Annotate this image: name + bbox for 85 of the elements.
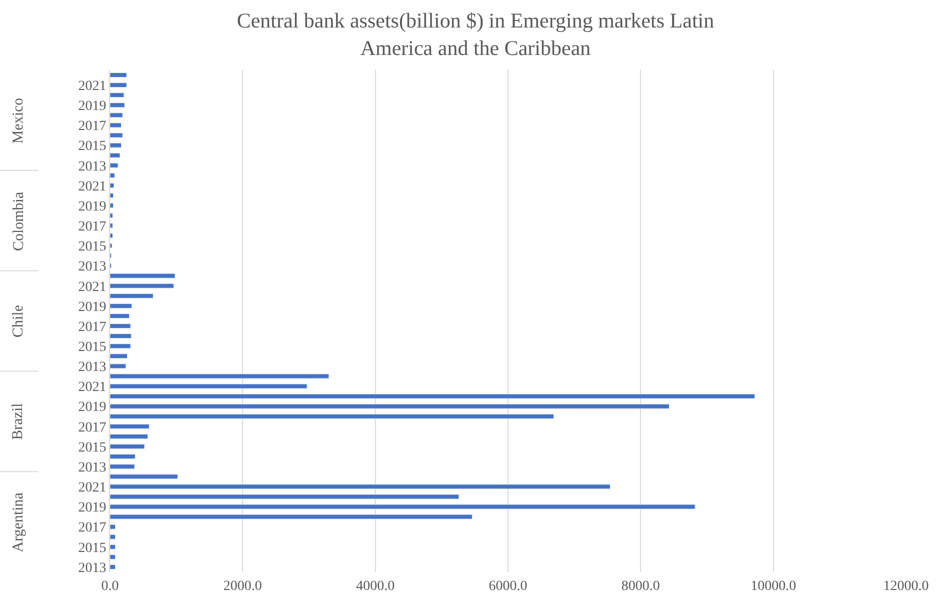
y-tick-label: 2019 — [78, 400, 106, 416]
x-tick-label: 2000.0 — [223, 578, 262, 594]
bar — [110, 192, 114, 198]
bar — [110, 102, 125, 108]
bar — [110, 324, 131, 329]
bar — [110, 172, 115, 178]
x-tick-label: 6000.0 — [488, 578, 528, 594]
bar — [110, 344, 131, 349]
y-tick-label: 2017 — [78, 320, 106, 335]
bar — [110, 122, 122, 128]
bar — [110, 564, 116, 570]
bar — [110, 82, 127, 88]
y-tick-label: 2021 — [78, 480, 106, 496]
bar — [110, 273, 176, 278]
bar — [110, 213, 113, 218]
bar — [110, 303, 132, 308]
bar — [110, 182, 114, 188]
bar — [110, 404, 670, 409]
bar — [110, 414, 554, 419]
bar — [110, 534, 116, 540]
text: Mexico — [10, 98, 26, 144]
y-tick-label: 2015 — [78, 139, 106, 154]
bar — [110, 504, 696, 510]
bar — [110, 374, 330, 379]
y-tick-label: 2017 — [78, 420, 106, 436]
bar — [110, 474, 178, 480]
bar — [110, 484, 610, 490]
y-tick-label: 2013 — [78, 560, 106, 576]
bar — [110, 364, 126, 369]
bar — [110, 283, 174, 288]
y-tick-label: 2019 — [78, 99, 106, 114]
y-tick-label: 2013 — [78, 260, 106, 275]
y-tick-label: 2019 — [78, 500, 106, 516]
y-tick-label: 2019 — [78, 199, 106, 214]
x-tick-label: 12000.0 — [883, 578, 929, 594]
bar — [110, 514, 472, 520]
bar — [110, 334, 132, 339]
bar — [110, 132, 123, 138]
bar — [110, 524, 116, 530]
bar — [110, 554, 116, 560]
x-tick-label: 4000.0 — [356, 578, 395, 594]
y-tick-label: 2021 — [78, 179, 106, 194]
y-tick-label: 2021 — [78, 78, 106, 94]
bar — [110, 203, 114, 208]
bar — [110, 293, 154, 298]
bar — [110, 494, 460, 500]
x-tick-label: 8000.0 — [621, 578, 660, 594]
bar — [110, 92, 124, 98]
bar — [110, 142, 122, 148]
x-tick-label: 0.0 — [101, 578, 119, 594]
y-tick-label: 2013 — [78, 360, 106, 376]
bar — [110, 444, 145, 450]
y-tick-label: 2019 — [78, 300, 106, 315]
y-tick-label: 2015 — [78, 240, 106, 255]
y-tick-label: 2017 — [78, 520, 106, 536]
bar — [110, 464, 135, 470]
bar — [110, 152, 120, 158]
bar — [110, 112, 123, 118]
bar — [110, 434, 148, 439]
text: Brazil — [10, 403, 26, 440]
y-tick-label: 2013 — [78, 159, 106, 174]
bar — [110, 454, 136, 460]
chart-title: Central bank assets(billion $) in Emerging markets Latin America and the Caribbean — [236, 8, 715, 60]
text: Argentina — [10, 492, 27, 552]
bar — [110, 162, 118, 168]
bar — [110, 313, 130, 318]
bar — [110, 233, 113, 238]
bar — [110, 354, 128, 359]
y-tick-label: 2015 — [78, 540, 106, 556]
y-tick-label: 2021 — [78, 280, 106, 295]
y-tick-label: 2017 — [78, 220, 106, 235]
text: Colombia — [10, 192, 27, 252]
y-tick-label: 2013 — [78, 460, 106, 476]
x-tick-label: 10000.0 — [750, 578, 796, 594]
bar — [110, 223, 113, 228]
bar — [110, 424, 150, 429]
bar — [110, 384, 308, 389]
y-tick-label: 2021 — [78, 380, 106, 396]
y-tick-label: 2017 — [78, 119, 106, 134]
bar — [110, 72, 127, 78]
y-tick-label: 2015 — [78, 340, 106, 355]
y-tick-label: 2015 — [78, 440, 106, 456]
bar — [110, 544, 116, 550]
text: Chile — [10, 304, 26, 338]
bar — [110, 394, 756, 399]
